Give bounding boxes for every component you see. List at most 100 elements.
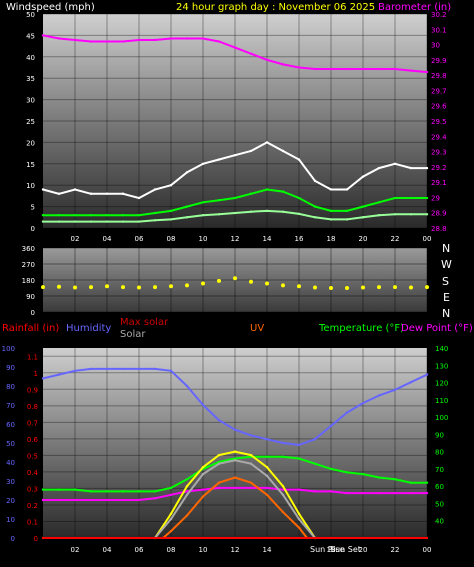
bottom-legend: Rainfall (in) Humidity Max solar Solar U… [2, 317, 473, 340]
point-dew-point [57, 498, 61, 502]
point-wind-direction [89, 285, 93, 290]
point-wind-speed [105, 213, 109, 217]
barometer-y-tick: 29 [431, 194, 440, 202]
point-humidity [281, 441, 285, 445]
sunrise-label: Sun Rise [310, 545, 345, 554]
temp-y-tick: 40 [435, 518, 444, 526]
point-temperature [57, 488, 61, 491]
point-max-solar [233, 450, 237, 453]
point-wind-average [41, 220, 45, 223]
point-dew-point [377, 491, 381, 495]
point-solar [297, 517, 301, 521]
point-barometer [73, 38, 77, 42]
point-dew-point [121, 498, 125, 502]
point-wind-gust [217, 158, 221, 161]
point-wind-average [185, 216, 189, 219]
wind-x-tick: 00 [423, 235, 432, 243]
direction-y-tick: 180 [22, 277, 35, 285]
wind-y-tick: 0 [31, 225, 35, 233]
point-max-solar [265, 465, 269, 469]
wind-x-tick: 16 [295, 235, 304, 243]
point-wind-average [377, 213, 381, 217]
wind-y-tick: 50 [26, 11, 35, 19]
point-wind-direction [249, 279, 253, 284]
point-temperature [297, 457, 301, 460]
point-wind-average [121, 220, 125, 223]
barometer-y-tick: 29.7 [431, 87, 447, 95]
wind-x-tick: 04 [103, 235, 112, 243]
point-humidity [329, 424, 333, 428]
point-temperature [121, 490, 125, 493]
rain-y-tick: 0.5 [27, 452, 38, 460]
point-barometer [233, 46, 237, 49]
point-barometer [137, 38, 141, 42]
point-wind-average [345, 218, 349, 221]
wind-series-group [41, 34, 429, 223]
temp-y-tick: 60 [435, 483, 444, 491]
point-barometer [425, 70, 429, 74]
point-wind-speed [409, 196, 413, 200]
point-temperature [105, 490, 109, 493]
humidity-y-tick: 60 [6, 421, 15, 429]
point-dew-point [233, 486, 237, 490]
point-temperature [265, 455, 269, 459]
point-wind-speed [361, 205, 365, 208]
rain-y-tick: 0.4 [27, 469, 39, 477]
point-dew-point [249, 486, 253, 490]
point-solar [185, 493, 189, 497]
point-uv [169, 529, 173, 533]
point-humidity [313, 438, 317, 441]
point-dew-point [425, 491, 429, 495]
rain-y-tick: 0 [34, 535, 38, 543]
bottom-x-tick: 22 [391, 546, 400, 554]
point-dew-point [361, 491, 365, 495]
point-wind-direction [409, 285, 413, 290]
humidity-y-tick: 100 [2, 345, 15, 353]
temp-y-tick: 50 [435, 500, 444, 508]
point-dew-point [73, 498, 77, 502]
point-wind-average [281, 210, 285, 213]
point-rainfall [41, 536, 45, 540]
point-wind-direction [201, 281, 205, 286]
rain-y-tick: 0.3 [27, 485, 38, 493]
humidity-y-tick: 30 [6, 478, 15, 486]
point-wind-speed [297, 196, 301, 200]
barometer-y-tick: 28.8 [431, 225, 447, 233]
point-temperature [169, 486, 173, 490]
temp-y-tick: 80 [435, 449, 444, 457]
compass-s: S [442, 275, 449, 288]
point-wind-gust [393, 162, 397, 165]
point-uv [201, 495, 205, 498]
compass-w: W [441, 258, 452, 271]
wind-x-tick: 18 [327, 235, 336, 243]
point-wind-gust [153, 188, 157, 191]
point-wind-average [409, 213, 413, 216]
barometer-y-tick: 28.9 [431, 210, 447, 218]
point-wind-speed [217, 198, 221, 202]
wind-y-tick: 15 [26, 161, 35, 169]
point-max-solar [201, 465, 205, 469]
point-dew-point [185, 490, 189, 493]
wind-plot-area [43, 14, 427, 228]
humidity-y-tick: 70 [6, 402, 15, 410]
point-wind-gust [377, 166, 381, 170]
point-dew-point [393, 491, 397, 495]
point-solar [217, 462, 221, 465]
point-wind-direction [217, 278, 221, 283]
point-temperature [233, 457, 237, 460]
point-wind-gust [121, 192, 125, 195]
point-humidity [393, 388, 397, 391]
barometer-y-tick: 29.1 [431, 179, 447, 187]
wind-x-tick: 08 [167, 235, 176, 243]
point-wind-average [265, 209, 269, 213]
point-wind-direction [281, 283, 285, 288]
point-dew-point [137, 498, 141, 502]
point-max-solar [281, 484, 285, 488]
point-wind-gust [361, 175, 365, 178]
point-barometer [361, 67, 365, 71]
point-wind-average [329, 218, 333, 221]
point-wind-direction [361, 285, 365, 290]
bottom-x-tick: 04 [103, 546, 112, 554]
direction-y-tick: 270 [22, 261, 35, 269]
